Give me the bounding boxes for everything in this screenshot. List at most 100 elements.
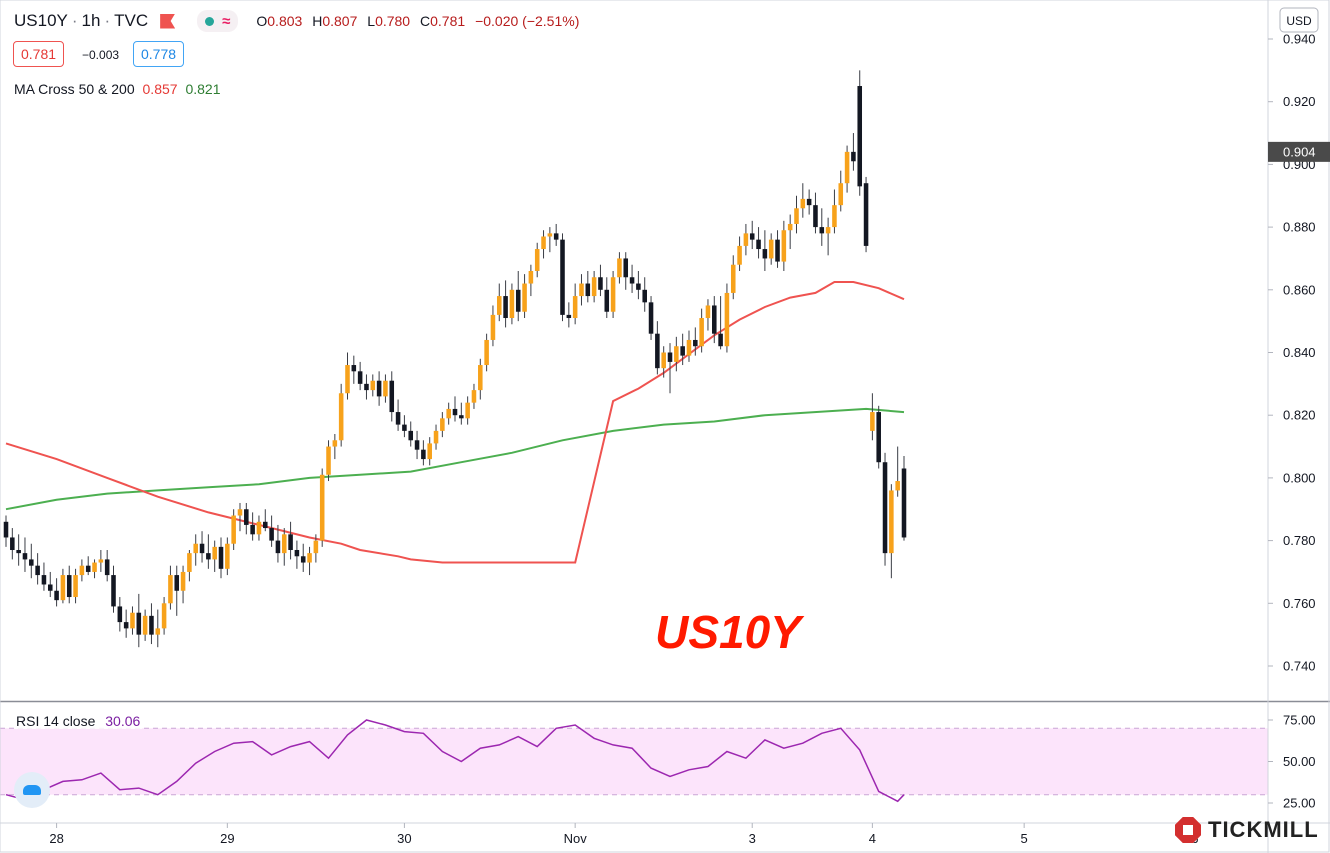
candle — [503, 280, 508, 328]
tradingview-logo-icon[interactable] — [14, 772, 50, 808]
candle — [825, 217, 831, 256]
candle-body — [440, 418, 445, 431]
candle — [383, 374, 388, 403]
candle-body — [459, 415, 464, 419]
candle — [895, 446, 900, 497]
candle — [636, 270, 641, 300]
candle — [123, 609, 129, 638]
candle — [617, 252, 622, 284]
candle-body — [768, 239, 774, 259]
candle-body — [389, 380, 395, 413]
candle-body — [566, 314, 572, 319]
candle-body — [496, 296, 502, 315]
candle — [237, 502, 243, 532]
candle-body — [699, 318, 704, 347]
candle-body — [762, 249, 768, 259]
rsi-tick-label: 50.00 — [1283, 754, 1316, 769]
status-pill[interactable]: ≈ — [197, 10, 239, 32]
candle-body — [572, 296, 578, 319]
candle — [29, 543, 34, 579]
close-value: 0.781 — [430, 13, 466, 29]
rsi-legend[interactable]: RSI 14 close 30.06 — [14, 713, 143, 729]
spread-value: −0.003 — [82, 48, 120, 62]
candle-body — [332, 440, 338, 447]
candle — [749, 220, 755, 250]
time-tick-label: 5 — [1021, 831, 1028, 846]
candle-body — [136, 612, 142, 635]
low-value: 0.780 — [375, 13, 411, 29]
candle-body — [598, 277, 603, 290]
candle — [610, 270, 616, 319]
candle — [111, 565, 116, 613]
candle-body — [724, 292, 730, 347]
candle — [591, 270, 597, 303]
candle — [857, 70, 863, 196]
candle — [117, 597, 123, 632]
candle — [806, 189, 812, 215]
candle-body — [149, 615, 154, 635]
candle — [421, 440, 426, 466]
candle-body — [225, 543, 230, 569]
price-tick-label: 0.780 — [1283, 533, 1316, 548]
candle-body — [642, 289, 647, 303]
candle-body — [553, 233, 559, 240]
candle-body — [838, 183, 844, 206]
candle-body — [617, 258, 622, 278]
candle-body — [825, 227, 831, 234]
ma-cross-legend[interactable]: MA Cross 50 & 200 0.857 0.821 — [14, 81, 221, 97]
candle-body — [629, 277, 635, 284]
candle-body — [29, 559, 34, 566]
candle-body — [478, 365, 483, 391]
rsi-label: RSI 14 close — [16, 713, 96, 729]
candle-body — [10, 537, 15, 551]
candle-body — [484, 339, 489, 366]
candle — [3, 515, 9, 547]
candle-body — [250, 524, 255, 535]
candle-body — [288, 534, 293, 551]
candle-body — [313, 540, 319, 554]
candle — [446, 402, 451, 425]
candle — [300, 543, 306, 572]
candle-body — [648, 302, 654, 334]
candle — [882, 452, 888, 566]
candle — [579, 274, 584, 306]
candle-body — [92, 562, 97, 572]
candle — [623, 252, 629, 290]
flag-icon[interactable] — [160, 13, 176, 29]
symbol-label[interactable]: US10Y — [14, 11, 68, 30]
candle — [212, 540, 217, 572]
candle-body — [364, 383, 369, 391]
change-value: −0.020 (−2.51%) — [475, 13, 580, 29]
candle-body — [775, 239, 780, 262]
time-tick-label: 3 — [749, 831, 756, 846]
candle — [92, 559, 97, 579]
candle-body — [730, 264, 736, 293]
candle — [351, 355, 357, 384]
candle — [206, 534, 211, 569]
candle — [876, 405, 881, 469]
interval-label[interactable]: 1h — [81, 11, 101, 30]
candle — [693, 327, 698, 356]
candle-body — [427, 443, 432, 460]
candle-body — [863, 183, 869, 246]
candle — [256, 515, 262, 541]
candle-body — [889, 490, 894, 554]
candle-body — [408, 430, 414, 441]
candle — [402, 415, 407, 438]
moving-average-lines — [5, 281, 905, 564]
sell-price-button[interactable]: 0.781 — [13, 41, 65, 67]
candle — [408, 421, 414, 447]
candle — [813, 192, 818, 234]
candle — [345, 352, 350, 400]
candle — [509, 283, 515, 325]
candle — [686, 330, 692, 362]
candle — [680, 333, 685, 366]
candle — [22, 537, 28, 572]
buy-price-button[interactable]: 0.778 — [133, 41, 185, 67]
candle — [730, 255, 736, 300]
candle — [307, 546, 312, 576]
time-tick-label: 28 — [49, 831, 63, 846]
candle-body — [35, 565, 40, 576]
